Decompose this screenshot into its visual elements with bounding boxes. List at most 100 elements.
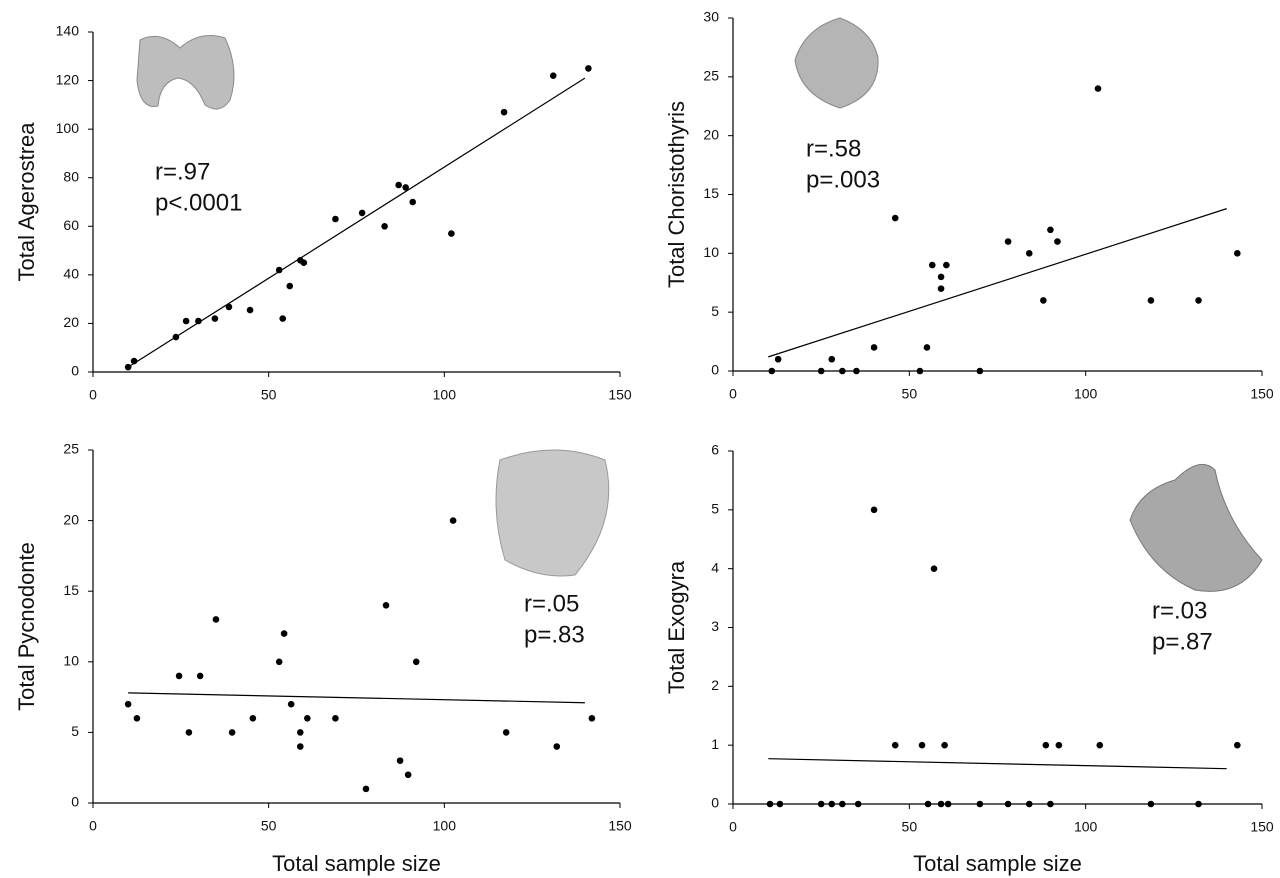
data-point (1234, 250, 1241, 257)
y-tick-label: 6 (711, 442, 719, 458)
y-axis-label: Total Agerostrea (14, 122, 39, 282)
data-point (924, 800, 932, 808)
data-point (275, 658, 283, 666)
trend-line (128, 692, 585, 704)
data-point (396, 757, 404, 764)
y-tick-label: 5 (71, 723, 79, 739)
x-tick-label: 100 (433, 387, 457, 403)
y-tick-label: 0 (71, 363, 79, 379)
data-point (944, 800, 952, 808)
data-point (249, 714, 257, 722)
data-point (1025, 800, 1033, 808)
x-tick-label: 0 (729, 819, 737, 835)
data-point (402, 184, 409, 191)
data-point (585, 65, 592, 72)
annotation: p<.0001 (155, 189, 242, 216)
y-tick-label: 100 (56, 120, 80, 136)
data-point (296, 729, 304, 736)
x-tick-label: 50 (261, 818, 277, 834)
data-point (1234, 741, 1241, 749)
y-tick-label: 10 (703, 244, 719, 260)
data-point (891, 741, 899, 749)
x-tick-label: 150 (608, 818, 632, 834)
data-point (918, 741, 926, 749)
data-point (175, 672, 183, 680)
data-point (1042, 741, 1050, 749)
data-point (870, 506, 878, 514)
data-point (196, 672, 204, 680)
x-tick-label: 50 (902, 386, 918, 402)
annotation: r=.97 (155, 158, 210, 185)
trend-line (127, 77, 586, 368)
data-point (976, 367, 984, 375)
x-tick-label: 0 (89, 387, 97, 403)
data-point (182, 317, 190, 325)
x-tick-label: 100 (1074, 386, 1098, 402)
data-point (382, 602, 390, 609)
data-point (976, 800, 984, 808)
data-point (1047, 800, 1054, 808)
x-tick-label: 100 (1074, 819, 1098, 835)
data-point (1047, 226, 1054, 234)
data-point (916, 367, 924, 375)
data-point (287, 700, 295, 708)
data-point (275, 266, 283, 274)
x-tick-label: 0 (729, 386, 737, 402)
data-point (937, 800, 945, 808)
data-point (853, 367, 860, 375)
data-point (449, 517, 457, 524)
y-tick-label: 60 (63, 217, 79, 233)
data-point (362, 785, 370, 793)
data-point (212, 616, 220, 623)
fossil-image (495, 449, 610, 577)
y-tick-label: 0 (71, 794, 79, 810)
data-point (1004, 800, 1012, 808)
data-point (588, 714, 596, 722)
y-tick-label: 10 (63, 653, 79, 669)
trend-line (768, 208, 1227, 358)
y-tick-label: 15 (63, 582, 79, 598)
data-point (928, 261, 936, 269)
data-point (300, 259, 308, 267)
data-point (553, 743, 561, 750)
data-point (246, 306, 254, 314)
x-tick-label: 150 (608, 387, 632, 403)
data-point (1040, 297, 1047, 304)
data-point (1195, 297, 1202, 304)
annotation: r=.05 (524, 590, 579, 617)
x-tick-label: 0 (89, 818, 97, 834)
y-tick-label: 3 (711, 618, 719, 634)
x-axis-label: Total sample size (913, 851, 1082, 876)
data-point (332, 215, 339, 223)
y-tick-label: 20 (63, 314, 79, 330)
trend-line (768, 758, 1227, 770)
y-tick-label: 5 (711, 501, 719, 517)
y-tick-label: 15 (703, 185, 719, 201)
data-point (185, 729, 193, 736)
data-point (774, 355, 782, 363)
data-point (500, 108, 508, 116)
y-axis-label: Total Exogyra (664, 560, 689, 694)
data-point (1147, 297, 1155, 304)
y-tick-label: 2 (711, 677, 719, 693)
data-point (280, 630, 288, 637)
data-point (395, 181, 402, 189)
data-point (124, 363, 132, 371)
y-tick-label: 40 (63, 266, 79, 282)
data-point (870, 344, 878, 351)
data-point (766, 800, 774, 808)
data-point (1055, 741, 1063, 749)
data-point (549, 72, 557, 80)
data-point (941, 741, 948, 749)
y-tick-label: 0 (711, 795, 719, 811)
y-axis-label: Total Choristothyris (664, 101, 689, 288)
y-tick-label: 1 (711, 736, 719, 752)
y-tick-label: 25 (63, 441, 79, 457)
data-point (839, 800, 846, 808)
x-axis-label: Total sample size (272, 851, 441, 876)
data-point (1054, 238, 1061, 245)
data-point (211, 315, 219, 322)
data-point (937, 285, 945, 292)
data-point (839, 367, 846, 375)
data-point (502, 729, 510, 736)
